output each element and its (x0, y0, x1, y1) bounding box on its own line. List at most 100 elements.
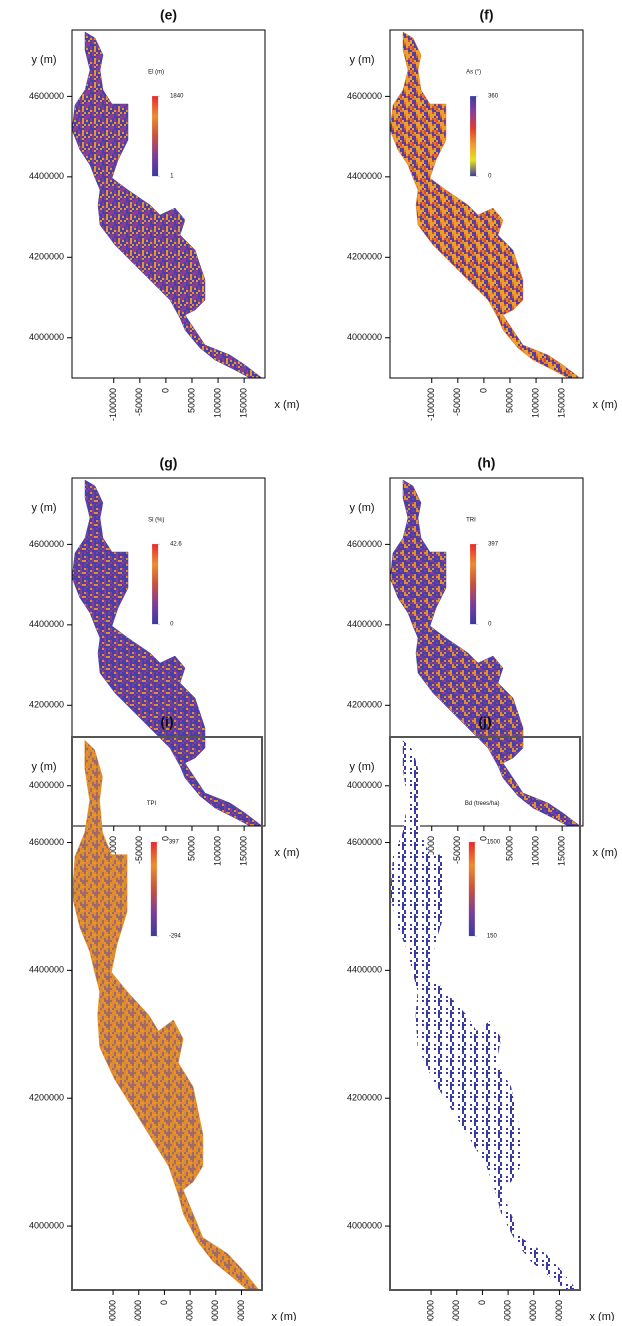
x-tick-label: 150000 (236, 1300, 246, 1321)
x-tick-label: -50000 (452, 388, 462, 416)
x-tick-label: 100000 (212, 388, 222, 418)
y-tick-label: 4200000 (347, 700, 382, 710)
cbar-label: 1840 (170, 94, 184, 100)
legend-title: Bd (trees/ha) (465, 801, 500, 807)
x-tick-label: 50000 (184, 1300, 194, 1321)
x-tick-label: 0 (478, 388, 488, 393)
y-tick-label: 4600000 (347, 539, 382, 549)
x-tick-label: -50000 (133, 1300, 143, 1321)
x-tick-label: -100000 (426, 836, 436, 869)
y-tick-label: 4600000 (29, 91, 64, 101)
y-tick-label: 4000000 (347, 780, 382, 790)
x-tick-label: 100000 (528, 1300, 538, 1321)
y-tick-label: 4400000 (29, 171, 64, 181)
y-tick-label: 4200000 (347, 1093, 382, 1103)
panel-title: (i) (160, 714, 173, 730)
y-tick-label: 4600000 (29, 539, 64, 549)
legend-title: TRI (466, 517, 476, 523)
legend-title: As (°) (466, 69, 481, 75)
x-axis-label: x (m) (592, 399, 617, 411)
x-axis-label: x (m) (592, 847, 617, 859)
x-tick-label: 100000 (210, 1300, 220, 1321)
x-tick-label: 50000 (186, 836, 196, 861)
y-tick-label: 4000000 (29, 332, 64, 342)
legend-title: Sl (%) (148, 517, 164, 523)
y-tick-label: 4400000 (347, 965, 382, 975)
colorbar (468, 842, 475, 937)
panel-title: (h) (478, 455, 496, 471)
legend-title: TPI (147, 801, 157, 807)
y-axis-label: y (m) (349, 502, 374, 514)
y-axis-label: y (m) (349, 761, 374, 773)
x-tick-label: -50000 (451, 1300, 461, 1321)
x-tick-label: 100000 (530, 388, 540, 418)
plot-frame (71, 736, 263, 1291)
study-area (390, 740, 577, 1290)
y-tick-label: 4200000 (347, 252, 382, 262)
x-tick-label: 150000 (239, 388, 249, 418)
y-axis-label: y (m) (349, 54, 374, 66)
x-tick-label: 50000 (504, 388, 514, 413)
panel-title: (e) (160, 7, 177, 23)
x-tick-label: 150000 (554, 1300, 564, 1321)
legend-title: El (m) (148, 69, 164, 75)
y-axis-label: y (m) (31, 54, 56, 66)
x-axis-label: x (m) (271, 1311, 296, 1321)
x-tick-label: -50000 (134, 836, 144, 864)
x-axis-label: x (m) (274, 847, 299, 859)
panel-title: (f) (480, 7, 494, 23)
x-tick-label: -100000 (425, 1300, 435, 1321)
cbar-label: 0 (488, 174, 492, 180)
y-tick-label: 4600000 (29, 837, 64, 847)
cbar-label: 0 (170, 622, 174, 628)
y-tick-label: 4200000 (29, 700, 64, 710)
x-tick-label: 0 (477, 1300, 487, 1305)
y-axis-label: y (m) (31, 761, 56, 773)
cbar-label: 1500 (487, 840, 501, 846)
study-area (71, 479, 263, 827)
x-tick-label: 0 (478, 836, 488, 841)
x-tick-label: 150000 (557, 836, 567, 866)
x-tick-label: -50000 (452, 836, 462, 864)
y-tick-label: 4400000 (347, 619, 382, 629)
cbar-label: 0 (488, 622, 492, 628)
colorbar (152, 96, 159, 177)
y-tick-label: 4200000 (29, 1093, 64, 1103)
panel-title: (j) (478, 714, 491, 730)
study-area (389, 479, 581, 827)
x-tick-label: 0 (160, 388, 170, 393)
cbar-label: 150 (487, 934, 498, 940)
x-tick-label: -100000 (108, 388, 118, 421)
x-tick-label: -100000 (108, 836, 118, 869)
colorbar (470, 544, 477, 625)
x-tick-label: 50000 (186, 388, 196, 413)
y-tick-label: 4400000 (29, 619, 64, 629)
y-tick-label: 4000000 (29, 1220, 64, 1230)
y-tick-label: 4600000 (347, 91, 382, 101)
cbar-label: -294 (169, 934, 182, 940)
plot-frame (71, 477, 266, 827)
x-tick-label: 50000 (504, 836, 514, 861)
plot-frame (389, 29, 584, 379)
x-tick-label: -100000 (107, 1300, 117, 1321)
x-tick-label: 150000 (239, 836, 249, 866)
plot-frame (71, 29, 266, 379)
x-tick-label: 100000 (212, 836, 222, 866)
x-tick-label: 50000 (502, 1300, 512, 1321)
colorbar (152, 544, 159, 625)
y-tick-label: 4400000 (29, 965, 64, 975)
y-axis-label: y (m) (31, 502, 56, 514)
y-tick-label: 4600000 (347, 837, 382, 847)
x-tick-label: 150000 (557, 388, 567, 418)
y-tick-label: 4000000 (29, 780, 64, 790)
y-tick-label: 4200000 (29, 252, 64, 262)
x-tick-label: -100000 (426, 388, 436, 421)
cbar-label: 1 (170, 174, 174, 180)
y-tick-label: 4400000 (347, 171, 382, 181)
panel-title: (g) (160, 455, 178, 471)
y-tick-label: 4000000 (347, 332, 382, 342)
cbar-label: 397 (169, 840, 180, 846)
y-tick-label: 4000000 (347, 1220, 382, 1230)
x-tick-label: 0 (159, 1300, 169, 1305)
